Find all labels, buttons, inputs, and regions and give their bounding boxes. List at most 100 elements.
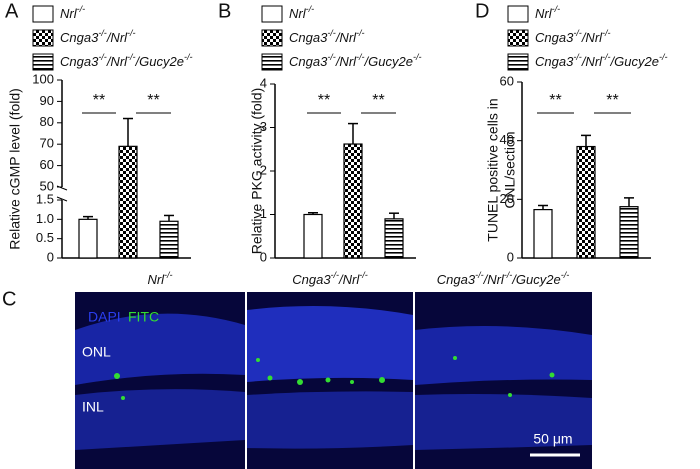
legend-label-part: -/- [413,52,422,62]
micrograph-title-part: Nrl [147,272,165,287]
legend-label: Nrl-/- [289,4,314,21]
legend-label: Nrl-/- [60,4,85,21]
legend-label-part: -/- [77,4,86,14]
layer-label: ONL [82,344,111,360]
y-axis-title: ONL/section [502,131,518,208]
y-axis-title: Relative PKG activity (fold) [249,88,265,255]
micrograph-title-part: -/- [561,270,570,280]
y-tick-label: 70 [40,136,54,151]
legend-label-part: -/- [356,28,365,38]
y-tick-label: 1 [260,206,267,221]
legend-label-part: -/- [356,52,365,62]
legend-label-part: Cnga3 [535,30,574,45]
legend-swatch [261,29,283,47]
legend-label-part: Cnga3 [289,54,328,69]
bar [303,213,323,259]
micrograph-title-part: -/- [164,270,173,280]
legend-label: Cnga3-/-/Nrl-/- [60,28,136,45]
y-tick-label: 20 [500,191,514,206]
legend-label-part: -/- [552,4,561,14]
y-tick-label: 90 [40,93,54,108]
onl-band [415,326,592,385]
micrograph-panels [75,292,592,469]
significance-label: ** [606,92,618,109]
stain-label: DAPI [88,309,121,325]
legend-label-part: /Gucy2e [135,54,184,69]
bar [78,218,98,259]
significance-label: ** [93,92,105,109]
legend-label-part: -/- [98,52,107,62]
micrograph-title-part: Cnga3 [437,272,476,287]
micrograph-title-part: /Nrl [483,272,505,287]
legend-label-part: -/- [573,52,582,62]
significance-label: ** [549,92,561,109]
bar [533,209,553,259]
legend-label-part: -/- [327,52,336,62]
onl-band [75,313,245,385]
axis-break [56,196,68,202]
legend-label: Cnga3-/-/Nrl-/- [535,28,611,45]
legend-label-part: /Nrl [581,54,603,69]
stain-label: FITC [128,309,159,325]
bar [384,218,404,259]
legend-label-part: -/- [127,52,136,62]
axis-break [56,185,68,191]
legend-label-part: /Nrl [335,54,357,69]
legend-label-part: /Gucy2e [610,54,659,69]
fitc-spots [114,356,555,400]
y-tick-label: 0.5 [36,230,54,245]
y-tick-label: 3 [260,119,267,134]
y-tick-label: 0 [260,249,267,264]
legend-label-part: /Nrl [581,30,603,45]
legend-label-part: Nrl [289,6,307,21]
bar [343,143,363,259]
legend-swatch [507,53,529,71]
y-tick-label: 2 [260,162,267,177]
legend-label-part: Cnga3 [60,54,99,69]
legend-label-part: Cnga3 [60,30,99,45]
inl-band [247,391,413,449]
legend-label-part: /Nrl [106,54,128,69]
legend-label-part: Nrl [535,6,553,21]
micrograph-title-part: -/- [475,270,484,280]
bar [576,145,596,259]
y-tick-label: 100 [32,71,54,86]
y-tick-label: 1.5 [36,191,54,206]
panel-label: B [218,0,231,22]
micrograph-title-part: -/- [331,270,340,280]
panel-label: A [5,0,19,22]
micrograph-title-part: Cnga3 [292,272,331,287]
legend-label-part: /Nrl [106,30,128,45]
inl-band [75,389,245,450]
y-tick-label: 0 [47,249,54,264]
legend-label-part: Cnga3 [289,30,328,45]
significance-label: ** [318,92,330,109]
micrograph-title: Cnga3-/-/Nrl-/-/Gucy2e-/- [437,270,569,287]
micrograph-title-part: /Gucy2e [511,272,560,287]
legend-label-part: Cnga3 [535,54,574,69]
y-tick-label: 40 [500,132,514,147]
legend-label-part: -/- [602,52,611,62]
y-axis-title: TUNEL positive cells in [485,98,501,241]
legend-label-part: -/- [184,52,193,62]
legend-label: Cnga3-/-/Nrl-/-/Gucy2e-/- [60,52,192,69]
y-tick-label: 80 [40,114,54,129]
micrograph-title-part: -/- [359,270,368,280]
scale-bar-label: 50 μm [533,431,572,447]
micrograph-title: Cnga3-/-/Nrl-/- [292,270,368,287]
legend-label: Cnga3-/-/Nrl-/- [289,28,365,45]
legend-label-part: -/- [602,28,611,38]
legend-swatch [507,29,529,47]
y-tick-label: 60 [40,157,54,172]
micrograph-title: Nrl-/- [147,270,172,287]
legend-label-part: -/- [659,52,668,62]
panel-label: D [475,0,489,22]
onl-band [247,306,413,382]
significance-label: ** [147,92,159,109]
micrograph-title-part: -/- [504,270,513,280]
y-tick-label: 60 [500,73,514,88]
bar [619,206,639,259]
legend-label-part: -/- [127,28,136,38]
legend-label-part: Nrl [60,6,78,21]
legend-label: Cnga3-/-/Nrl-/-/Gucy2e-/- [535,52,667,69]
